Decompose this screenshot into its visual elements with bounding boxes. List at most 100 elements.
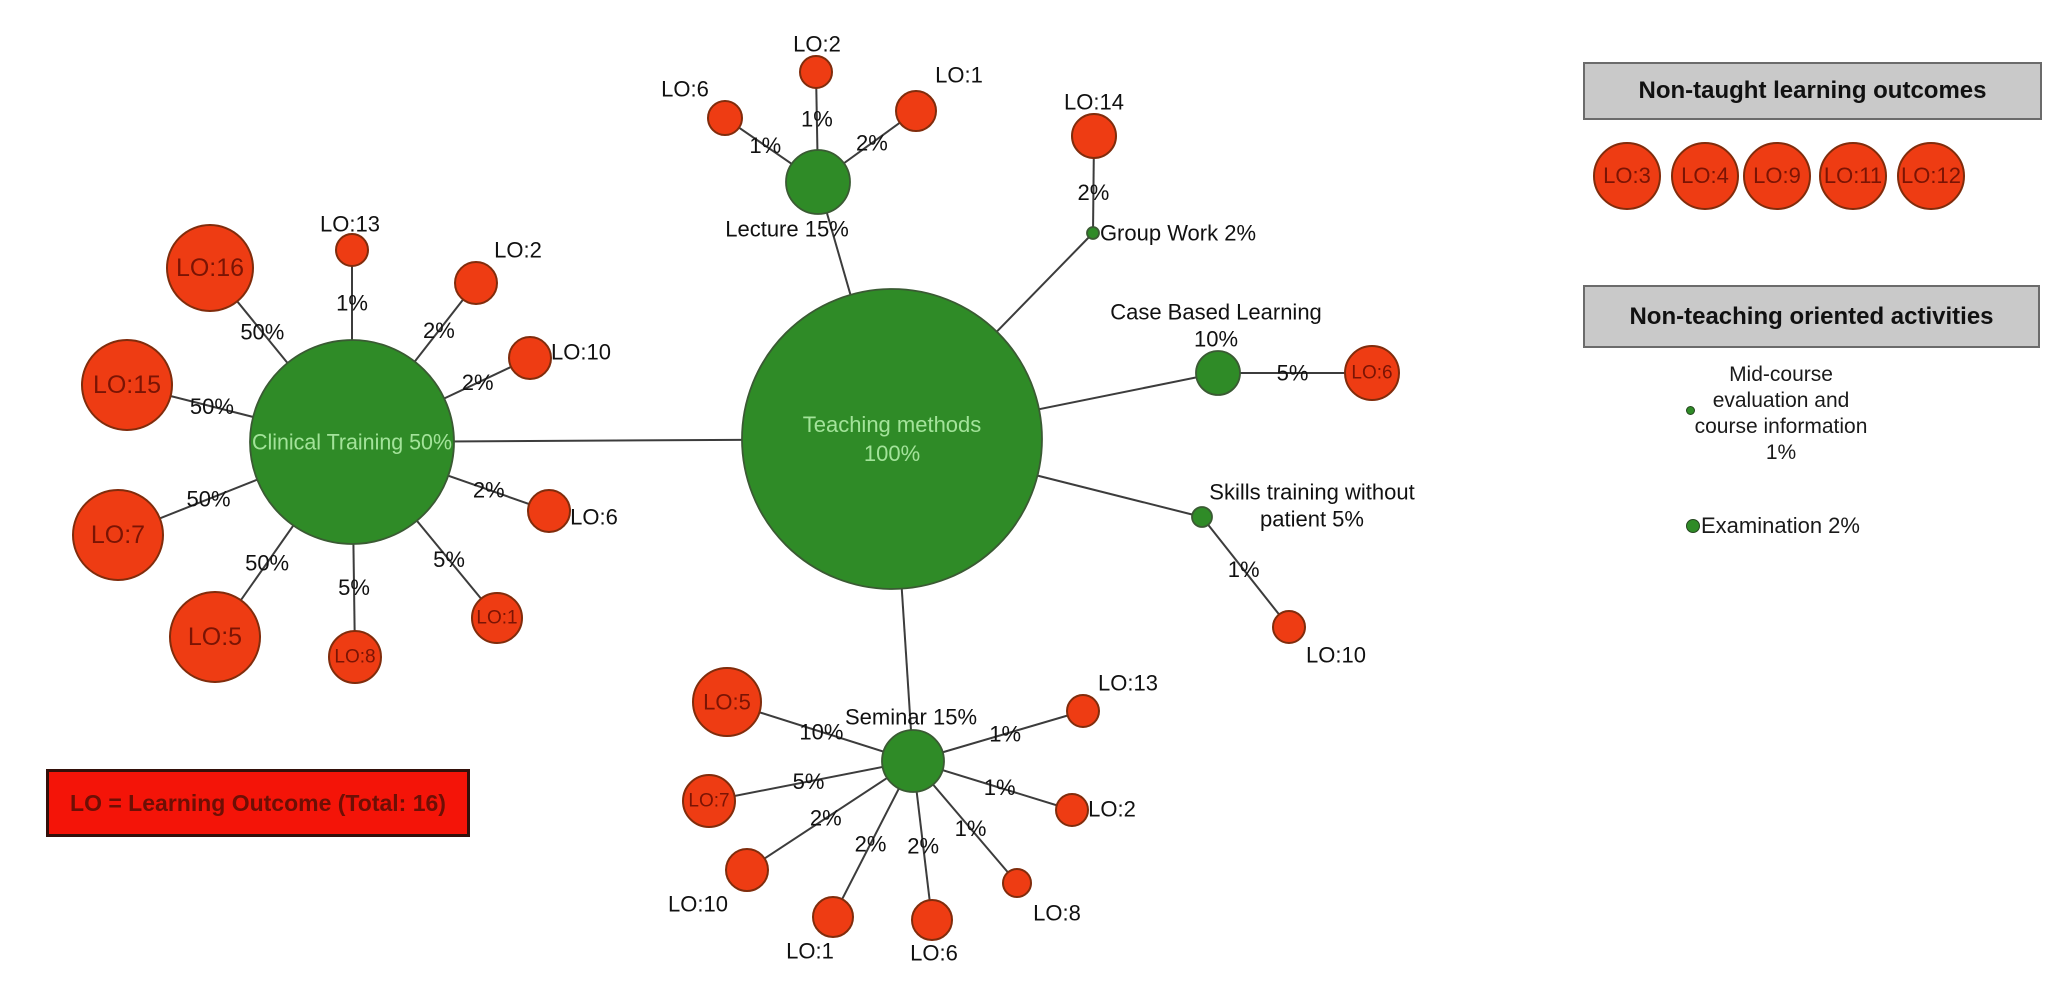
midcourse-line-2: evaluation and <box>1712 389 1850 412</box>
node-sk10-label: LO:10 <box>1306 643 1366 668</box>
midcourse-line-3: course information <box>1694 415 1868 438</box>
node-ct8-circle <box>328 630 382 684</box>
edge-label-seminar-sem10: 2% <box>810 806 842 831</box>
node-groupwork-label: Group Work 2% <box>1100 221 1256 246</box>
node-sem10-label: LO:10 <box>668 892 728 917</box>
edge-label-clinical-ct5: 50% <box>245 550 289 575</box>
node-cbl6-circle <box>1344 345 1400 401</box>
node-lec2-label: LO:2 <box>793 32 841 57</box>
edge-label-seminar-sem2: 1% <box>984 775 1016 800</box>
node-sem5-label: LO:5 <box>703 690 751 715</box>
node-lec1-label: LO:1 <box>935 63 983 88</box>
node-clinical-circle <box>249 339 455 545</box>
edge-seminar-sem10 <box>746 760 914 871</box>
legend-lo4-circle: LO:4 <box>1671 142 1739 210</box>
edge-label-seminar-sem8: 1% <box>955 816 987 841</box>
midcourse-line-4: 1% <box>1765 441 1797 464</box>
node-sem10-circle <box>725 848 769 892</box>
legend-lo3-label: LO:3 <box>1603 163 1651 188</box>
examination-label: Examination 2% <box>1701 513 1860 538</box>
node-sem8-label: LO:8 <box>1033 901 1081 926</box>
legend-non-taught-title: Non-taught learning outcomes <box>1638 77 1987 104</box>
node-ct6-circle <box>527 489 571 533</box>
legend-lo3-circle: LO:3 <box>1593 142 1661 210</box>
node-sem6-label: LO:6 <box>910 941 958 966</box>
node-teaching-label: 100% <box>864 441 920 466</box>
edge-label-clinical-ct10: 2% <box>462 370 494 395</box>
node-lecture-circle <box>785 149 851 215</box>
edge-label-clinical-ct16: 50% <box>240 320 284 345</box>
node-gw14-circle <box>1071 113 1117 159</box>
node-teaching-circle <box>741 288 1043 590</box>
node-clinical-label: Clinical Training 50% <box>252 430 452 455</box>
node-skills-label: Skills training without <box>1209 480 1414 505</box>
edge-label-lecture-lec6: 1% <box>749 133 781 158</box>
legend-lo12-circle: LO:12 <box>1897 142 1965 210</box>
legend-lo4-label: LO:4 <box>1681 163 1729 188</box>
node-sem13-circle <box>1066 694 1100 728</box>
edge-label-cbl-cbl6: 5% <box>1277 361 1309 386</box>
legend-lo9-circle: LO:9 <box>1743 142 1811 210</box>
edge-label-clinical-ct8: 5% <box>338 575 370 600</box>
node-ct15-label: LO:15 <box>93 371 161 399</box>
midcourse-entry: Mid-course evaluation and course informa… <box>1656 362 1906 466</box>
legend-lo12-label: LO:12 <box>1901 163 1961 188</box>
node-cbl-circle <box>1195 350 1241 396</box>
node-sem5-circle <box>692 667 762 737</box>
node-sem13-label: LO:13 <box>1098 671 1158 696</box>
node-sem2-circle <box>1055 793 1089 827</box>
node-ct2-label: LO:2 <box>494 238 542 263</box>
node-skills-label: patient 5% <box>1260 507 1364 532</box>
edge-label-clinical-ct2: 2% <box>423 318 455 343</box>
node-ct16-label: LO:16 <box>176 254 244 282</box>
edge-label-clinical-ct13: 1% <box>336 291 368 316</box>
midcourse-dot <box>1686 406 1695 415</box>
node-cbl-label: Case Based Learning <box>1110 300 1322 325</box>
edge-label-clinical-ct1: 5% <box>433 547 465 572</box>
node-cbl6-label: LO:6 <box>1351 363 1392 384</box>
node-lecture-label: Lecture 15% <box>725 217 849 242</box>
edge-label-clinical-ct7: 50% <box>186 487 230 512</box>
edge-label-seminar-sem5: 10% <box>799 719 843 744</box>
legend-non-taught-header: Non-taught learning outcomes <box>1583 62 2042 120</box>
node-ct13-circle <box>335 233 369 267</box>
edge-label-seminar-sem13: 1% <box>989 721 1021 746</box>
node-sk10-circle <box>1272 610 1306 644</box>
node-ct1-circle <box>471 592 523 644</box>
node-sem2-label: LO:2 <box>1088 797 1136 822</box>
edge-label-clinical-ct15: 50% <box>190 394 234 419</box>
node-seminar-label: Seminar 15% <box>845 705 977 730</box>
legend-activities-header: Non-teaching oriented activities <box>1583 285 2040 348</box>
node-groupwork-circle <box>1086 226 1100 240</box>
edge-seminar-sem7 <box>708 760 914 802</box>
node-teaching-label: Teaching methods <box>803 412 982 437</box>
edge-label-seminar-sem1: 2% <box>855 831 887 856</box>
node-sem7-label: LO:7 <box>688 791 729 812</box>
node-ct7-circle <box>72 489 164 581</box>
annotation-box: LO = Learning Outcome (Total: 16) <box>46 769 470 837</box>
node-ct8-label: LO:8 <box>334 647 375 668</box>
node-sem8-circle <box>1002 868 1032 898</box>
examination-dot <box>1686 519 1700 533</box>
node-sem1-circle <box>812 896 854 938</box>
node-lec6-circle <box>707 100 743 136</box>
edge-label-seminar-sem6: 2% <box>907 833 939 858</box>
legend-lo9-label: LO:9 <box>1753 163 1801 188</box>
annotation-label: LO = Learning Outcome (Total: 16) <box>70 789 446 816</box>
node-ct10-label: LO:10 <box>551 340 611 365</box>
node-sem1-label: LO:1 <box>786 939 834 964</box>
edge-label-clinical-ct6: 2% <box>473 477 505 502</box>
node-sem6-circle <box>911 899 953 941</box>
node-lec6-label: LO:6 <box>661 77 709 102</box>
edge-label-lecture-lec2: 1% <box>801 107 833 132</box>
node-ct5-label: LO:5 <box>188 623 242 651</box>
node-ct15-circle <box>81 339 173 431</box>
node-sem7-circle <box>682 774 736 828</box>
node-skills-circle <box>1191 506 1213 528</box>
legend-lo11-circle: LO:11 <box>1819 142 1887 210</box>
edge-skills-sk10 <box>1201 516 1290 628</box>
edge-label-skills-sk10: 1% <box>1228 557 1260 582</box>
node-ct10-circle <box>508 336 552 380</box>
node-ct5-circle <box>169 591 261 683</box>
